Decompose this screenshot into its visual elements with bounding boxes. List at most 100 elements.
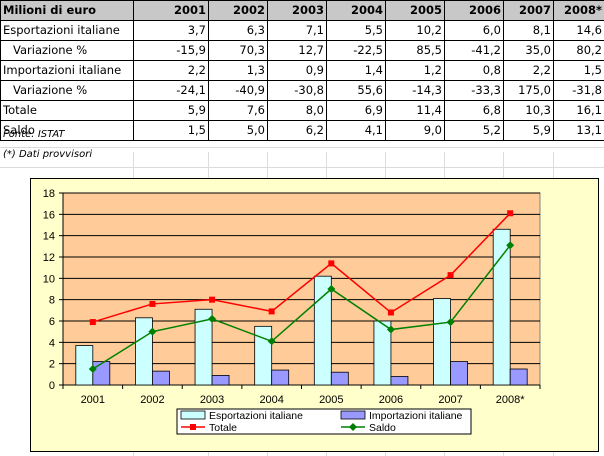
legend-swatch xyxy=(340,410,366,420)
y-tick-label: 18 xyxy=(43,188,55,200)
y-tick-label: 8 xyxy=(49,295,55,307)
point-totale xyxy=(149,300,156,307)
y-tick-label: 0 xyxy=(49,380,55,392)
legend-label: Importazioni italiane xyxy=(369,410,463,422)
point-saldo xyxy=(208,314,217,323)
table-cell: 8,0 xyxy=(267,100,327,121)
table-header-cell: 2008* xyxy=(553,0,604,21)
x-tick-label: 2007 xyxy=(438,394,462,406)
table-cell: -24,1 xyxy=(133,80,209,101)
bar-importazioni xyxy=(92,361,111,386)
row-label: Esportazioni italiane xyxy=(0,20,134,41)
table-cell: 16,1 xyxy=(553,100,604,121)
table-row: Variazione % -24,1 -40,9 -30,8 55,6 -14,3 -33,… xyxy=(0,80,604,101)
y-tick-label: 16 xyxy=(43,209,55,221)
point-saldo xyxy=(327,285,336,293)
point-totale xyxy=(447,272,454,279)
table-row: Totale 5,9 7,6 8,0 6,9 11,4 6,8 10,3 16,1 xyxy=(0,100,604,121)
point-saldo xyxy=(386,325,395,334)
bar-importazioni xyxy=(509,368,528,386)
table-cell: 70,3 xyxy=(208,40,268,61)
table-cell: 10,3 xyxy=(503,100,554,121)
table-header-cell: 2005 xyxy=(385,0,445,21)
bar-esportazioni xyxy=(194,308,213,386)
y-tick-label: 6 xyxy=(49,316,55,328)
table-row: Esportazioni italiane 3,7 6,3 7,1 5,5 10,2 6,0… xyxy=(0,20,604,41)
sheet-gridline xyxy=(0,167,604,168)
point-totale xyxy=(507,210,514,217)
x-tick-label: 2003 xyxy=(200,394,224,406)
table-cell: 6,3 xyxy=(208,20,268,41)
legend-label: Esportazioni italiane xyxy=(209,410,303,422)
table-header-row: Milioni di euro 2001 2002 2003 2004 2005… xyxy=(0,0,604,21)
table-header-cell: 2004 xyxy=(326,0,386,21)
x-tick-label: 2004 xyxy=(259,394,283,406)
table-cell: -41,2 xyxy=(444,40,504,61)
row-label: Saldo xyxy=(0,120,134,141)
bar-importazioni xyxy=(330,371,349,386)
table-cell: -40,9 xyxy=(208,80,268,101)
y-tick-label: 4 xyxy=(49,337,55,349)
bar-esportazioni xyxy=(492,228,511,386)
point-saldo xyxy=(506,241,515,250)
point-totale xyxy=(328,260,335,267)
bar-esportazioni xyxy=(313,275,332,386)
table-header-cell: 2001 xyxy=(133,0,209,21)
bar-esportazioni xyxy=(75,345,94,386)
table-header-cell: 2002 xyxy=(208,0,268,21)
table-cell: 4,1 xyxy=(326,120,386,141)
point-totale xyxy=(89,319,96,326)
legend-label: Saldo xyxy=(369,422,396,434)
table-cell: -31,8 xyxy=(553,80,604,101)
table-header-cell: Milioni di euro xyxy=(0,0,134,21)
point-totale xyxy=(268,308,275,315)
y-tick-label: 14 xyxy=(43,231,55,243)
table-cell: 5,9 xyxy=(503,120,554,141)
bar-esportazioni xyxy=(373,320,392,386)
bar-esportazioni xyxy=(433,298,451,386)
legend-label: Totale xyxy=(209,422,237,434)
point-totale xyxy=(209,296,216,303)
table-cell: 11,4 xyxy=(385,100,445,121)
y-tick-label: 10 xyxy=(43,273,55,285)
table-cell: 12,7 xyxy=(267,40,327,61)
source-note: Fonte: ISTAT xyxy=(3,129,65,140)
bar-importazioni xyxy=(271,369,290,386)
table-cell: 175,0 xyxy=(503,80,554,101)
bar-esportazioni xyxy=(254,325,273,386)
table-row: Importazioni italiane 2,2 1,3 0,9 1,4 1,2 0,8 2… xyxy=(0,60,604,81)
point-saldo xyxy=(88,365,97,373)
x-tick-label: 2008* xyxy=(496,394,525,406)
table-cell: 1,4 xyxy=(326,60,386,81)
point-saldo xyxy=(446,318,455,327)
table-cell: 3,7 xyxy=(133,20,209,41)
data-table: Milioni di euro 2001 2002 2003 2004 2005… xyxy=(0,0,604,141)
legend-marker xyxy=(190,424,196,430)
legend-box xyxy=(176,408,472,435)
legend: Esportazioni italiane Importazioni italia… xyxy=(176,408,472,435)
table-header-cell: 2006 xyxy=(444,0,504,21)
y-tick-label: 2 xyxy=(49,359,55,371)
series-line-totale xyxy=(92,212,511,323)
plot-area xyxy=(62,192,541,386)
bar-esportazioni xyxy=(135,317,153,386)
table-row: Saldo 1,5 5,0 6,2 4,1 9,0 5,2 5,9 13,1 xyxy=(0,120,604,141)
point-saldo xyxy=(148,327,157,336)
point-saldo xyxy=(267,337,276,346)
legend-marker xyxy=(349,423,357,431)
series-line-saldo xyxy=(92,244,511,370)
x-tick-label: 2006 xyxy=(379,394,403,406)
bar-importazioni xyxy=(211,374,230,386)
x-tick-label: 2002 xyxy=(140,394,164,406)
point-totale xyxy=(387,309,394,316)
bar-importazioni xyxy=(152,370,170,386)
y-tick-label: 12 xyxy=(43,252,55,264)
provisional-note: (*) Dati provvisori xyxy=(3,149,93,160)
bar-importazioni xyxy=(450,361,468,386)
x-tick-label: 2005 xyxy=(319,394,343,406)
row-label: Variazione % xyxy=(0,40,134,61)
legend-swatch xyxy=(180,410,206,420)
x-tick-label: 2001 xyxy=(81,394,105,406)
sheet-gridline xyxy=(0,147,604,148)
